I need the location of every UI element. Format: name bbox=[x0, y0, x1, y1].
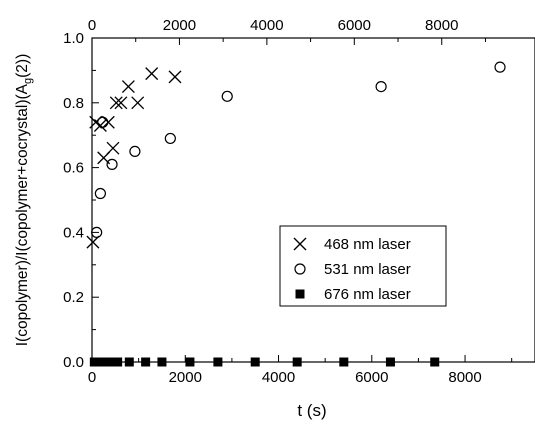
data-point-square bbox=[141, 357, 151, 367]
data-point-square bbox=[385, 357, 395, 367]
top-x-tick-label: 0 bbox=[88, 17, 96, 34]
x-marker-stroke bbox=[168, 70, 182, 84]
data-point-x bbox=[86, 235, 100, 249]
x-marker-stroke bbox=[109, 96, 123, 110]
legend-label: 676 nm laser bbox=[324, 286, 411, 303]
y-tick-label: 0.2 bbox=[63, 289, 84, 306]
x-marker-stroke bbox=[86, 235, 100, 249]
data-point-square bbox=[292, 357, 302, 367]
data-point-circle bbox=[494, 61, 506, 73]
legend-box bbox=[279, 225, 447, 307]
x-marker-stroke bbox=[145, 67, 159, 81]
data-point-square bbox=[108, 357, 118, 367]
data-point-circle bbox=[91, 226, 103, 238]
data-point-circle bbox=[221, 90, 233, 102]
top-x-tick-label: 6000 bbox=[338, 17, 371, 34]
legend-label: 468 nm laser bbox=[324, 236, 411, 253]
top-x-tick-label: 4000 bbox=[250, 17, 283, 34]
axis-ticks bbox=[91, 37, 513, 363]
legend: 468 nm laser 531 nm laser 676 nm laser bbox=[279, 225, 447, 307]
data-point-square bbox=[96, 357, 106, 367]
data-point-circle bbox=[106, 158, 118, 170]
legend-label: 531 nm laser bbox=[324, 261, 411, 278]
x-marker-stroke bbox=[121, 80, 135, 94]
y-tick-label: 0.0 bbox=[63, 354, 84, 371]
data-point-square bbox=[157, 357, 167, 367]
data-point-x bbox=[109, 96, 123, 110]
x-tick-label: 4000 bbox=[262, 369, 295, 386]
data-point-x bbox=[106, 141, 120, 155]
x-tick-label: 2000 bbox=[169, 369, 202, 386]
legend-marker-x bbox=[293, 237, 307, 251]
y-tick-label: 0.6 bbox=[63, 160, 84, 177]
y-axis-label-suffix: (2)) bbox=[14, 54, 31, 78]
y-axis-label: I(copolymer)/I(copolymer+cocrystal)(Ag(2… bbox=[14, 54, 34, 347]
x-marker-stroke bbox=[106, 141, 120, 155]
data-point-square bbox=[339, 357, 349, 367]
data-markers bbox=[86, 61, 506, 367]
data-point-circle bbox=[97, 116, 109, 128]
data-point-x bbox=[168, 70, 182, 84]
data-point-circle bbox=[375, 80, 387, 93]
data-point-x bbox=[145, 67, 159, 81]
plot-frame bbox=[91, 37, 535, 363]
y-tick-label: 0.8 bbox=[63, 95, 84, 112]
data-point-circle bbox=[164, 132, 176, 145]
axis-tick-labels: 0 2000 4000 6000 8000 0 2000 4000 6000 8000 0.0 0.2… bbox=[63, 17, 482, 386]
data-point-square bbox=[124, 357, 134, 367]
data-point-square bbox=[185, 357, 195, 367]
data-point-square bbox=[213, 357, 223, 367]
y-tick-label: 0.4 bbox=[63, 224, 84, 241]
top-x-tick-label: 8000 bbox=[425, 17, 458, 34]
x-marker-stroke bbox=[93, 119, 107, 132]
data-point-square bbox=[113, 357, 123, 367]
data-point-x bbox=[131, 96, 145, 110]
data-point-square bbox=[430, 357, 440, 367]
y-axis-label-subscript: g bbox=[22, 78, 34, 84]
x-tick-label: 6000 bbox=[355, 369, 388, 386]
x-tick-label: 8000 bbox=[448, 369, 481, 386]
legend-marker-square bbox=[295, 289, 305, 299]
data-point-x bbox=[121, 80, 135, 94]
data-point-circle bbox=[129, 145, 141, 157]
x-tick-label: 0 bbox=[88, 369, 96, 386]
data-point-x bbox=[93, 119, 107, 132]
data-point-circle bbox=[94, 187, 106, 200]
y-tick-label: 1.0 bbox=[63, 30, 84, 47]
top-x-tick-label: 2000 bbox=[163, 17, 196, 34]
x-marker-stroke bbox=[114, 96, 128, 110]
plot-area-border bbox=[91, 37, 535, 363]
x-marker-stroke bbox=[293, 237, 307, 251]
legend-marker-circle bbox=[294, 263, 306, 275]
data-point-square bbox=[250, 357, 260, 367]
data-point-x bbox=[114, 96, 128, 110]
x-marker-stroke bbox=[131, 96, 145, 110]
x-axis-label: t (s) bbox=[297, 401, 326, 420]
